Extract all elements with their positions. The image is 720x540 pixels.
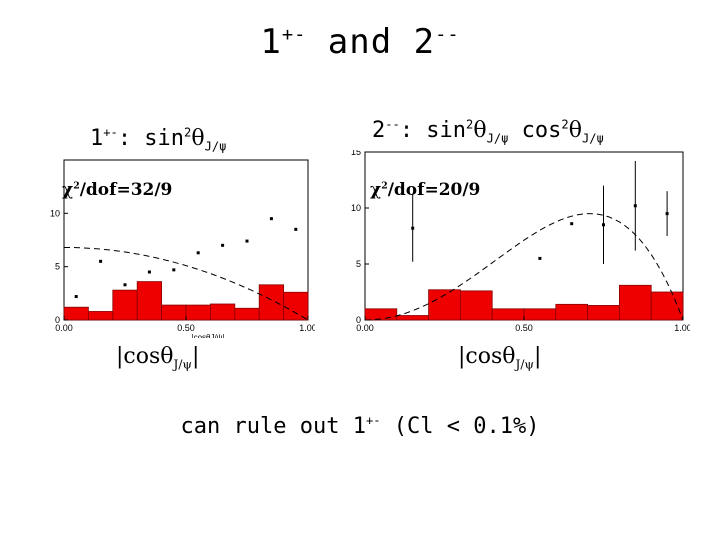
left-chi-sup: 2 xyxy=(73,180,80,192)
right-hist-bar xyxy=(460,290,493,321)
right-axis-sub: J/ψ xyxy=(515,357,534,372)
right-label-sup2: 2 xyxy=(466,117,474,132)
left-xtick-label: 0.50 xyxy=(177,323,195,333)
left-data-point xyxy=(123,283,127,287)
right-hist-bar xyxy=(428,289,461,321)
left-data-point xyxy=(269,217,273,221)
left-hist-bar xyxy=(234,307,260,321)
right-hist-bar xyxy=(396,315,429,321)
title-and: and 2 xyxy=(306,22,436,62)
right-hist-bar xyxy=(618,284,652,321)
right-chi2-label: χ2/dof=20/9 xyxy=(370,180,480,200)
conclusion: can rule out 1+- (Cl < 0.1%) xyxy=(0,414,720,439)
right-label-sub2: J/ψ xyxy=(581,131,604,146)
right-label-prefix: 2 xyxy=(372,118,386,143)
right-label-mid: : sin xyxy=(399,118,467,143)
conclusion-before: can rule out 1 xyxy=(180,414,366,439)
right-ytick-label: 5 xyxy=(356,259,361,269)
left-label-sup: +- xyxy=(103,125,118,140)
right-xtick-label: 0.00 xyxy=(356,323,374,333)
right-label-theta2: θ xyxy=(568,118,582,143)
right-axis-cos: |cosθ xyxy=(458,344,516,369)
right-data-point xyxy=(411,226,415,230)
conclusion-sup: +- xyxy=(365,413,381,428)
right-label-theta: θ xyxy=(473,118,487,143)
left-label-theta: θ xyxy=(191,126,205,151)
left-axis-end: | xyxy=(191,344,200,369)
left-hist-bar xyxy=(209,303,236,321)
left-ytick-label: 0 xyxy=(55,315,60,325)
left-model-label: 1+-: sin2θJ/ψ xyxy=(90,125,227,154)
right-data-point xyxy=(665,212,669,216)
right-model-label: 2--: sin2θJ/ψ cos2θJ/ψ xyxy=(372,117,604,146)
right-ytick-label: 10 xyxy=(351,203,361,213)
left-chi-rest: /dof=32/9 xyxy=(79,180,173,200)
right-xaxis-label: |cosθJ/ψ| xyxy=(530,333,563,334)
conclusion-after: (Cl < 0.1%) xyxy=(380,414,540,439)
left-data-point xyxy=(74,295,78,299)
left-hist-bar xyxy=(258,284,284,321)
left-xtick-label: 0.00 xyxy=(55,323,73,333)
left-data-point xyxy=(147,270,151,274)
right-chi-sup: 2 xyxy=(381,180,388,192)
right-fit-curve xyxy=(364,213,684,321)
right-label-cos: cos xyxy=(508,118,562,143)
right-label-sup3: 2 xyxy=(561,117,569,132)
left-xaxis-label: |cosθJ/ψ| xyxy=(192,333,225,338)
right-hist-bar xyxy=(555,303,589,321)
right-plot: 0 5 10 15 0.00 0.50 1.00 |cosθJ/ψ| xyxy=(351,150,690,334)
right-xtick-label: 0.50 xyxy=(515,323,533,333)
left-axis-label: |cosθJ/ψ| xyxy=(116,344,200,372)
left-ytick-label: 10 xyxy=(50,208,60,218)
left-hist-bar xyxy=(88,311,114,321)
right-chi-rest: /dof=20/9 xyxy=(387,180,481,200)
right-ytick-label: 0 xyxy=(356,315,361,325)
left-hist-bar xyxy=(283,291,309,321)
left-hist-bar xyxy=(136,281,162,321)
left-data-point xyxy=(99,259,103,263)
left-axis-cos: |cosθ xyxy=(116,344,174,369)
right-data-point xyxy=(602,223,605,227)
left-data-point xyxy=(294,227,298,231)
title-part1: 1 xyxy=(260,22,282,62)
left-data-point xyxy=(221,243,225,247)
left-plot: 0 5 10 0.00 0.50 1.00 |cosθJ/ψ| xyxy=(50,159,315,338)
left-xtick-label: 1.00 xyxy=(299,323,315,333)
right-chi-symbol: χ xyxy=(370,180,382,200)
right-axis-label: |cosθJ/ψ| xyxy=(458,344,542,372)
right-ytick-label: 15 xyxy=(351,150,361,157)
right-xtick-label: 1.00 xyxy=(674,323,690,333)
left-axis-sub: J/ψ xyxy=(173,357,192,372)
right-hist-bar xyxy=(587,305,620,321)
left-label-sub: J/ψ xyxy=(204,139,227,154)
right-hist-bar xyxy=(523,308,557,321)
right-label-sub: J/ψ xyxy=(486,131,509,146)
title-sup2: -- xyxy=(435,24,460,46)
left-label-prefix: 1 xyxy=(90,126,104,151)
left-hist-bar xyxy=(185,304,211,321)
left-data-point xyxy=(196,251,200,255)
left-data-point xyxy=(245,239,249,243)
left-ytick-label: 5 xyxy=(55,262,60,272)
left-hist-bar xyxy=(112,289,138,321)
title-sup1: +- xyxy=(281,24,307,46)
right-axis-end: | xyxy=(533,344,542,369)
left-fit-curve xyxy=(64,247,309,321)
right-data-point xyxy=(633,204,637,208)
right-hist-bar xyxy=(364,308,398,321)
left-data-point xyxy=(172,268,176,272)
left-chi2-label: χ2/dof=32/9 xyxy=(62,180,172,200)
right-data-point xyxy=(538,256,542,260)
left-hist-bar xyxy=(63,306,89,321)
left-label-sup2: 2 xyxy=(184,125,192,140)
right-label-sup: -- xyxy=(385,117,400,132)
right-hist-bar xyxy=(491,308,525,321)
slide-title: 1+- and 2-- xyxy=(0,22,720,62)
left-hist-bar xyxy=(161,304,187,321)
right-hist-bar xyxy=(650,291,684,321)
left-label-mid: : sin xyxy=(117,126,185,151)
left-chi-symbol: χ xyxy=(62,180,74,200)
right-data-point xyxy=(570,222,574,226)
